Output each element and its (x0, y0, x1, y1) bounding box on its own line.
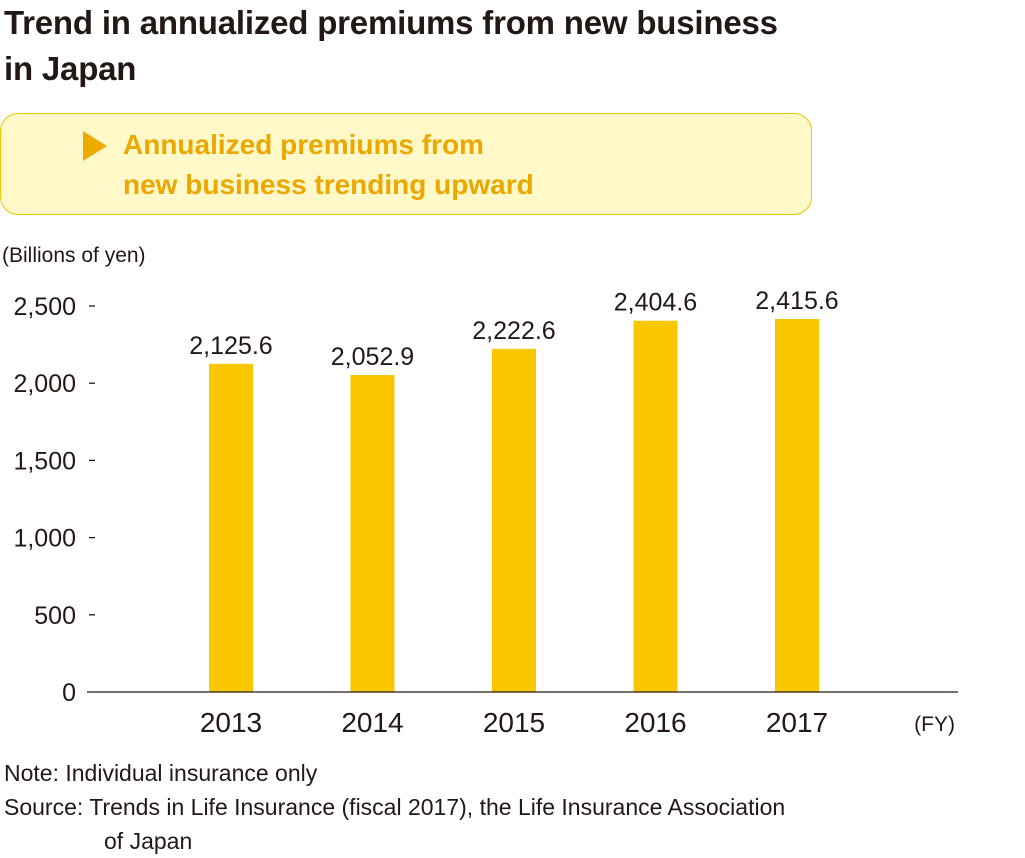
bar (209, 363, 253, 692)
y-tick-label: 2,500 (13, 293, 76, 321)
callout-text: Annualized premiums from new business tr… (123, 125, 534, 205)
y-tick-label: 2,000 (13, 370, 76, 398)
bar-value-label: 2,404.6 (614, 289, 697, 317)
x-axis-label: (FY) (914, 713, 955, 736)
chart-title-line2: in Japan (4, 50, 137, 87)
callout-line2: new business trending upward (123, 169, 534, 200)
highlight-callout: Annualized premiums from new business tr… (0, 113, 812, 215)
source-text-line2: of Japan (104, 828, 193, 854)
callout-line1: Annualized premiums from (123, 129, 484, 160)
bar-value-label: 2,222.6 (472, 317, 555, 345)
bar (633, 320, 678, 692)
x-tick-label: 2016 (624, 707, 686, 738)
chart-title: Trend in annualized premiums from new bu… (4, 0, 778, 92)
note-text: Note: Individual insurance only (4, 760, 318, 786)
y-tick-label: 0 (62, 679, 76, 707)
bar (775, 319, 819, 692)
y-tick-label: 500 (34, 602, 76, 630)
chart-title-line1: Trend in annualized premiums from new bu… (4, 4, 778, 41)
y-axis: 0 500 1,000 1,500 2,000 2,500 (13, 293, 95, 707)
bar-value-label: 2,052.9 (331, 343, 414, 371)
x-tick-label: 2014 (341, 707, 403, 738)
bar-series: 2,125.6 2,052.9 2,222.6 2,404.6 2,415.6 (189, 287, 839, 692)
bar (350, 375, 395, 692)
source-text-line1: Source: Trends in Life Insurance (fiscal… (4, 794, 786, 820)
x-tick-label: 2017 (766, 707, 828, 738)
y-tick-label: 1,000 (13, 525, 76, 553)
x-tick-label: 2013 (200, 707, 262, 738)
y-axis-label: (Billions of yen) (2, 244, 146, 267)
chart-notes: Note: Individual insurance only Source: … (4, 756, 785, 858)
y-tick-label: 1,500 (13, 447, 76, 475)
x-axis: 2013 2014 2015 2016 2017 (200, 707, 828, 738)
triangle-right-icon (83, 131, 107, 161)
bar-value-label: 2,125.6 (189, 332, 272, 360)
x-tick-label: 2015 (483, 707, 545, 738)
bar-value-label: 2,415.6 (755, 287, 838, 315)
bar (492, 348, 536, 692)
